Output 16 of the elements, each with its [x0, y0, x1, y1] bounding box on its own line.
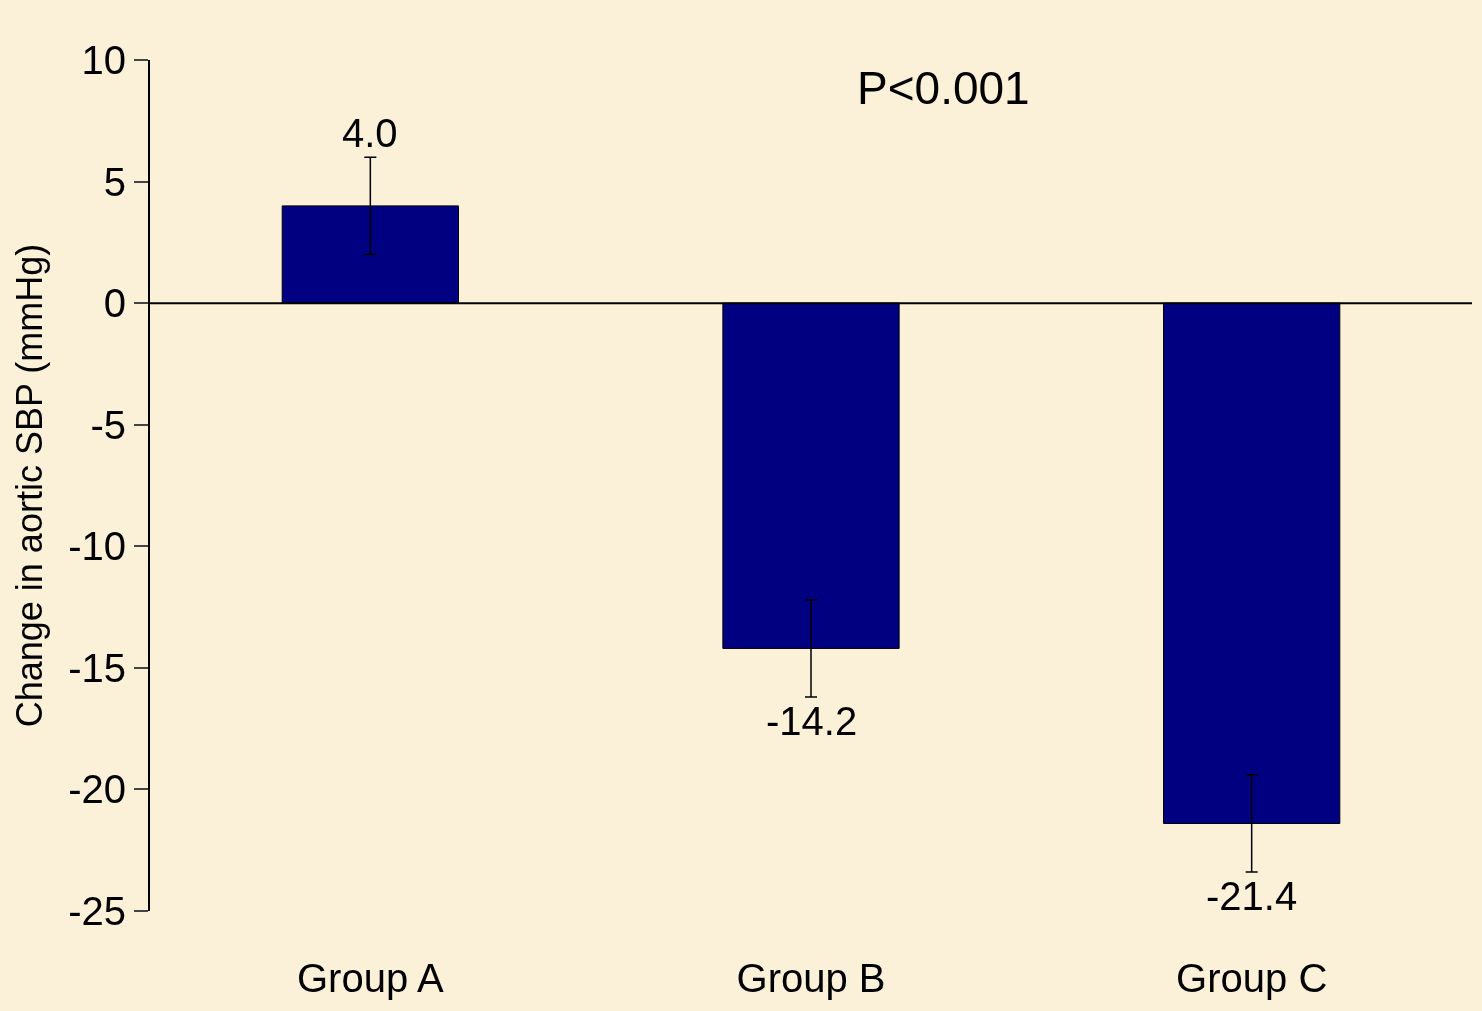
y-tick-label: -10 [68, 524, 126, 569]
data-label: -21.4 [1206, 874, 1298, 918]
data-label: -14.2 [766, 699, 858, 743]
x-tick-label: Group B [736, 956, 886, 1000]
y-tick-label: -5 [90, 402, 126, 447]
x-tick-label: Group A [296, 956, 445, 1000]
y-tick-label: -20 [68, 767, 126, 812]
y-axis-title: Change in aortic SBP (mmHg) [8, 243, 50, 728]
y-tick-label: -15 [68, 645, 126, 690]
x-tick-label: Group C [1176, 956, 1328, 1000]
y-tick-label: -25 [68, 889, 126, 933]
annotation: P<0.001 [857, 62, 1030, 114]
y-tick-label: 0 [103, 281, 126, 326]
y-tick-label: 10 [81, 38, 126, 82]
y-tick-label: 5 [103, 159, 126, 204]
data-label: 4.0 [342, 111, 398, 155]
